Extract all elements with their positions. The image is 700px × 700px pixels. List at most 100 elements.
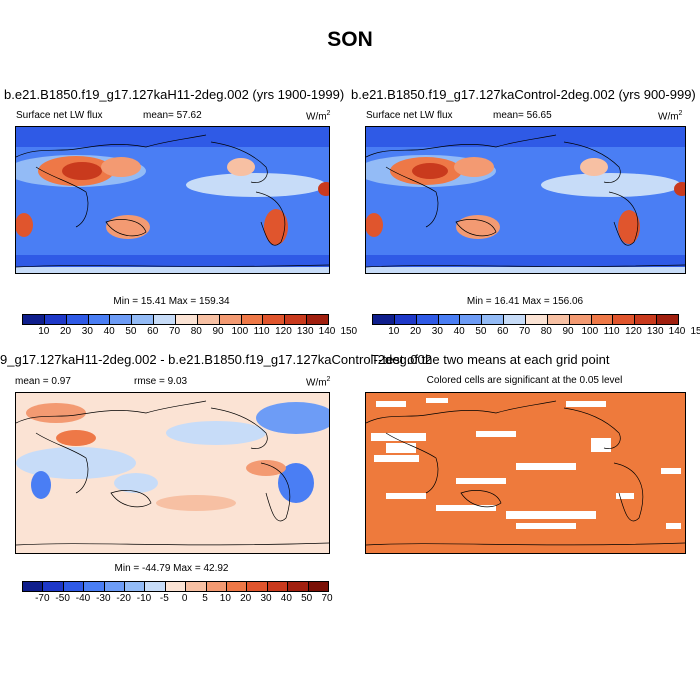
panel-1-north-band xyxy=(16,127,329,147)
panel-1-map xyxy=(15,126,330,274)
colorbar-tick-label: 140 xyxy=(318,326,336,337)
panel-4-cell xyxy=(616,493,634,499)
panel-3-coast-australia xyxy=(110,490,152,508)
colorbar-swatch xyxy=(63,582,85,591)
panel-3-title: 9_g17.127kaH11-2deg.002 - b.e21.B1850.f1… xyxy=(0,352,432,367)
colorbar-swatch xyxy=(591,315,614,324)
panel-1-coast-africa xyxy=(35,166,89,228)
colorbar-tick-label: 150 xyxy=(690,326,700,337)
panel-2-variable: Surface net LW flux xyxy=(366,110,453,121)
panel-3-mean: mean = 0.97 xyxy=(15,376,71,387)
panel-2-antarctica xyxy=(366,267,685,273)
panel-4-cell xyxy=(506,511,596,519)
panel-3-coast-antarctica xyxy=(16,542,329,546)
panel-3-coast-africa xyxy=(35,432,89,494)
panel-2-sa-hot xyxy=(618,210,640,244)
panel-2-mean-value: 56.65 xyxy=(526,110,552,121)
colorbar-swatch xyxy=(145,582,166,591)
panel-1-mean-label: mean= xyxy=(143,110,174,121)
colorbar-tick-label: -40 xyxy=(75,593,91,604)
panel-3-cool-australia xyxy=(114,473,158,493)
panel-4-cell xyxy=(516,463,576,470)
panel-3-cool-sw xyxy=(31,471,51,499)
colorbar-swatch xyxy=(526,315,548,324)
colorbar-swatch xyxy=(206,582,228,591)
colorbar-swatch xyxy=(43,582,64,591)
colorbar-tick-label: 30 xyxy=(431,326,443,337)
panel-1-antarctica xyxy=(16,267,329,273)
panel-3-rmse-label: rmse = xyxy=(134,376,165,387)
panel-1-na-warm xyxy=(227,158,255,176)
panel-1-title: b.e21.B1850.f19_g17.127kaH11-2deg.002 (y… xyxy=(4,87,345,102)
colorbar-tick-label: 70 xyxy=(168,326,181,337)
colorbar-tick-label: 40 xyxy=(280,593,292,604)
panel-3-warm-south xyxy=(156,495,236,511)
panel-3-minmax: Min = -44.79 Max = 42.92 xyxy=(114,563,229,574)
panel-2-coastlines xyxy=(366,134,685,268)
colorbar-swatch xyxy=(613,315,636,324)
colorbar-tick-label: 130 xyxy=(296,326,314,337)
panel-4-title: T-test of the two means at each grid poi… xyxy=(371,352,610,367)
colorbar-tick-label: 80 xyxy=(540,326,552,337)
colorbar-swatch xyxy=(307,315,329,324)
colorbar-swatch xyxy=(219,315,242,324)
panel-3-coast-eurasia xyxy=(16,400,207,424)
colorbar-tick-label: -10 xyxy=(136,593,152,604)
panel-1-sa-hot xyxy=(264,209,288,245)
colorbar-tick-label: 90 xyxy=(212,326,224,337)
panel-2-mean-label: mean= xyxy=(493,110,524,121)
panel-4-cell xyxy=(566,401,606,407)
panel-1-coast-australia xyxy=(105,219,147,237)
panel-4-coast-australia xyxy=(460,490,502,508)
colorbar-swatch xyxy=(154,315,177,324)
colorbar-tick-label: 110 xyxy=(603,326,620,337)
panel-4-coast-samerica xyxy=(613,462,644,522)
panel-4-cell xyxy=(661,468,681,474)
colorbar-tick-label: 40 xyxy=(453,326,465,337)
colorbar-tick-label: -20 xyxy=(116,593,131,604)
colorbar-swatch xyxy=(373,315,395,324)
panel-3-rmse: rmse = 9.03 xyxy=(134,376,187,387)
panel-1-variable: Surface net LW flux xyxy=(16,110,103,121)
figure-title: SON xyxy=(327,28,373,51)
colorbar-swatch xyxy=(416,315,439,324)
panel-3-colorbar-ticks: -70 -50 -40 -30 -20 -10 -5 0 5 10 20 30 40 50 70 xyxy=(22,593,332,605)
colorbar-tick-label: 100 xyxy=(231,326,249,337)
colorbar-swatch xyxy=(288,582,309,591)
panel-3-units: W/m2 xyxy=(306,376,330,388)
panel-2-mean: mean= 56.65 xyxy=(493,110,552,121)
panel-2-colorbar xyxy=(372,314,679,325)
panel-4-cell xyxy=(436,505,496,511)
colorbar-swatch xyxy=(657,315,679,324)
panel-3-cool-band-a xyxy=(16,447,136,479)
colorbar-tick-label: 50 xyxy=(475,326,487,337)
colorbar-tick-label: 5 xyxy=(202,593,208,604)
colorbar-swatch xyxy=(394,315,417,324)
colorbar-tick-label: 150 xyxy=(340,326,358,337)
panel-1-coast-namerica xyxy=(210,141,268,183)
colorbar-tick-label: 140 xyxy=(668,326,686,337)
panel-4-cell xyxy=(376,401,406,407)
colorbar-swatch xyxy=(84,582,105,591)
panel-4-cell xyxy=(476,431,516,437)
panel-1-units: W/m2 xyxy=(306,110,330,122)
colorbar-tick-label: 40 xyxy=(103,326,115,337)
panel-2-minmax: Min = 16.41 Max = 156.06 xyxy=(466,296,584,307)
panel-1-australia-warm xyxy=(106,215,150,239)
colorbar-swatch xyxy=(132,315,155,324)
panel-1-coast-samerica xyxy=(255,191,286,246)
colorbar-swatch xyxy=(267,582,289,591)
colorbar-swatch xyxy=(227,582,248,591)
panel-1-namibia-hot xyxy=(16,213,33,237)
panel-1-asia-warm xyxy=(101,157,141,177)
colorbar-tick-label: 20 xyxy=(240,593,252,604)
panel-2-coast-africa xyxy=(385,166,439,228)
panel-2-units: W/m2 xyxy=(658,110,682,122)
colorbar-tick-label: 60 xyxy=(147,326,159,337)
colorbar-swatch xyxy=(186,582,207,591)
panel-4-map xyxy=(365,392,686,554)
panel-1-colorbar-ticks: 10 20 30 40 50 60 70 80 90 100 110 120 130 140 150 xyxy=(22,326,357,338)
panel-4-coast-africa xyxy=(385,432,439,494)
panel-4-map-svg xyxy=(366,393,685,553)
colorbar-tick-label: -30 xyxy=(96,593,111,604)
